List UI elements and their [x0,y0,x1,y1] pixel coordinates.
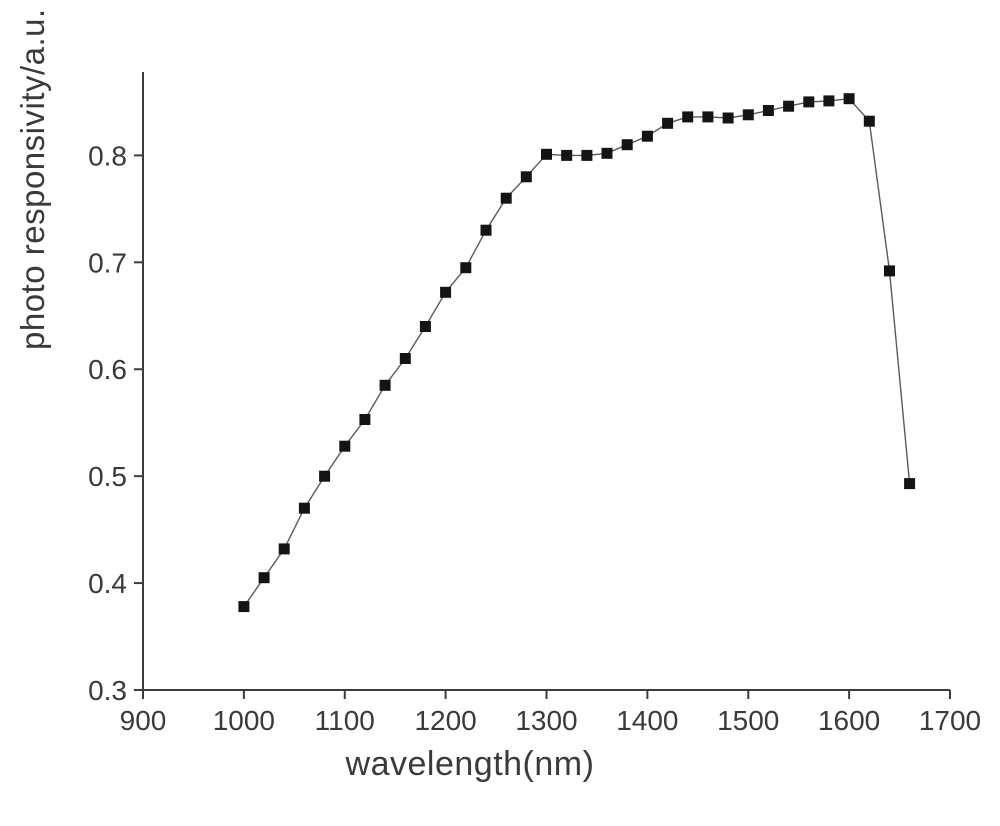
data-point-marker [762,105,774,116]
y-tick-label: 0.6 [88,354,127,385]
y-tick-label: 0.8 [88,140,127,171]
data-point-marker [339,440,351,452]
x-tick-label: 1600 [818,705,880,736]
data-point-marker [379,379,391,391]
data-point-marker [823,95,835,107]
data-point-marker [884,265,895,277]
data-point-marker [480,224,492,236]
data-point-marker [682,111,694,123]
data-point-marker [359,414,371,425]
x-tick-label: 1300 [515,705,577,736]
x-tick-label: 1200 [414,705,476,736]
series-line [243,97,911,608]
data-point-marker [641,130,653,142]
data-point-marker [278,543,290,555]
data-point-marker [520,171,532,183]
data-point-marker [742,109,754,121]
data-point-marker [258,572,270,584]
x-tick-label: 1400 [616,705,678,736]
y-tick-label: 0.7 [88,247,127,278]
data-point-marker [783,100,795,112]
y-tick-label: 0.5 [88,461,127,492]
data-point-marker [601,147,613,159]
data-point-marker [662,117,674,129]
x-tick-label: 1700 [919,705,981,736]
data-point-marker [541,148,552,160]
data-point-marker [419,321,431,332]
data-point-marker [581,149,593,161]
x-axis-title: wavelength(nm) [345,745,595,783]
x-tick-label: 1100 [315,705,375,736]
data-point-marker [440,286,452,298]
data-point-marker [621,139,633,151]
data-point-marker [238,601,250,613]
data-point-marker [904,478,916,490]
data-point-marker [319,470,331,482]
data-point-marker [803,96,815,108]
data-point-marker [561,149,573,161]
y-tick-label: 0.3 [88,675,127,706]
data-point-marker [863,115,875,127]
data-point-marker [702,111,714,123]
data-point-marker [722,112,734,124]
x-tick-label: 1500 [717,705,779,736]
y-tick-label: 0.4 [88,568,127,599]
data-point-marker [500,192,512,204]
data-point-marker [460,262,472,274]
data-point-marker [843,93,855,105]
x-tick-label: 1000 [213,705,275,736]
data-point-marker [399,353,411,364]
data-point-marker [298,502,310,514]
x-tick-label: 900 [120,705,167,736]
